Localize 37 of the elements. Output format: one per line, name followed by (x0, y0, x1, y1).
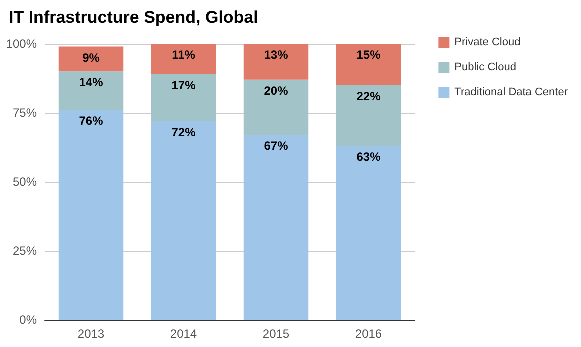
legend-label: Private Cloud (454, 36, 521, 48)
y-tick-label: 25% (12, 244, 38, 258)
data-label: 17% (172, 78, 196, 92)
bar (58, 72, 124, 110)
bar (244, 80, 309, 136)
y-tick-label: 0% (20, 313, 38, 327)
data-label: 15% (356, 48, 382, 62)
y-tick-label: 100% (6, 37, 38, 51)
bar (244, 135, 309, 320)
data-label: 11% (172, 48, 196, 62)
x-tick-label: 2013 (78, 327, 105, 341)
x-tick-label: 2016 (355, 327, 382, 341)
data-label: 22% (356, 89, 382, 104)
data-label: 14% (79, 76, 104, 90)
chart-title: IT Infrastructure Spend, Global (9, 8, 258, 27)
bar (151, 121, 216, 320)
legend-label: Traditional Data Center (454, 86, 568, 98)
bar (151, 74, 216, 122)
bar (336, 44, 402, 86)
x-tick-label: 2014 (170, 327, 198, 341)
y-tick-label: 75% (12, 106, 38, 120)
bar (244, 44, 309, 80)
bar (58, 46, 124, 72)
bar (151, 44, 216, 74)
x-tick-label: 2015 (262, 327, 290, 341)
data-label: 20% (264, 84, 289, 98)
bar (336, 146, 402, 320)
bar (58, 110, 124, 320)
data-label: 76% (79, 114, 104, 128)
data-label: 67% (264, 139, 289, 154)
bar (336, 85, 402, 146)
data-label: 72% (172, 125, 196, 140)
data-label: 13% (264, 48, 289, 62)
data-label: 9% (82, 50, 100, 65)
data-label: 63% (356, 150, 382, 164)
legend-label: Public Cloud (454, 62, 516, 74)
y-tick-label: 50% (12, 175, 38, 189)
